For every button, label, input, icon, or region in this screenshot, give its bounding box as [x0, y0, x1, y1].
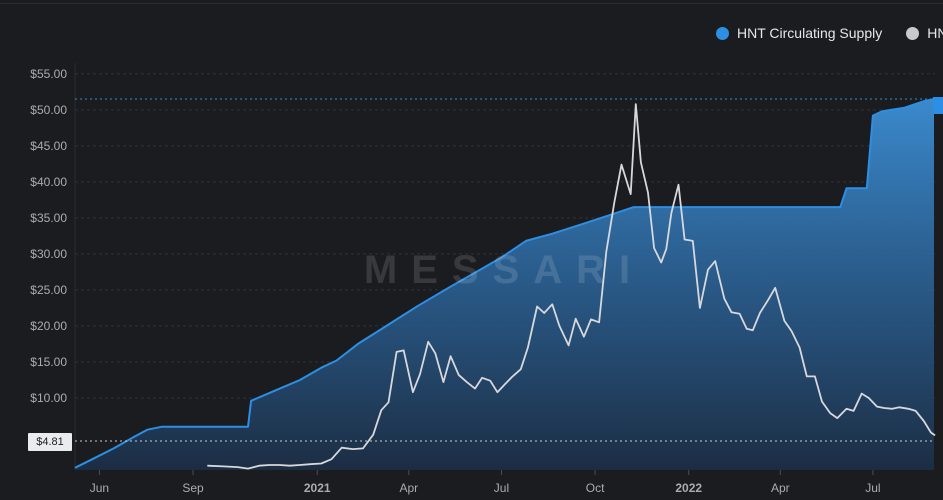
y-tick-label: $55.00 — [30, 67, 67, 81]
x-tick-label: 2022 — [675, 481, 702, 495]
legend-item-supply[interactable]: HNT Circulating Supply — [716, 25, 882, 41]
x-tick-label: Apr — [399, 481, 418, 495]
x-axis: Jun Sep 2021 Apr Jul Oct 2022 Apr Jul — [90, 470, 881, 495]
legend-dot-blue-icon — [716, 26, 729, 40]
current-price-label: $4.81 — [28, 433, 72, 451]
y-tick-label: $20.00 — [30, 319, 67, 333]
y-tick-label: $25.00 — [30, 283, 67, 297]
y-tick-label: $40.00 — [30, 175, 67, 189]
x-tick-label: 2021 — [304, 481, 331, 495]
x-tick-label: Oct — [586, 481, 605, 495]
legend-label-price: HN — [927, 25, 943, 41]
y-tick-label: $30.00 — [30, 247, 67, 261]
legend-item-price[interactable]: HN — [906, 25, 943, 41]
y-tick-label: $45.00 — [30, 139, 67, 153]
legend-dot-gray-icon — [906, 26, 920, 40]
x-tick-label: Apr — [771, 481, 790, 495]
y-axis: $55.00 $50.00 $45.00 $40.00 $35.00 $30.00 $25.… — [30, 67, 67, 405]
legend-label-supply: HNT Circulating Supply — [737, 25, 883, 41]
y-tick-label: $35.00 — [30, 211, 67, 225]
x-tick-label: Jul — [865, 481, 880, 495]
y-tick-label: $10.00 — [30, 391, 67, 405]
y-tick-label: $50.00 — [30, 103, 67, 117]
price-line — [207, 103, 936, 470]
top-divider — [0, 3, 943, 4]
series-layer — [74, 98, 936, 470]
legend: HNT Circulating Supply HN — [716, 22, 943, 44]
current-supply-marker — [933, 97, 943, 114]
x-tick-label: Sep — [182, 481, 204, 495]
x-tick-label: Jul — [494, 481, 509, 495]
y-tick-label: $15.00 — [30, 355, 67, 369]
supply-area — [75, 99, 934, 470]
supply-line — [74, 98, 935, 469]
watermark: MESSARI — [364, 248, 644, 292]
x-tick-label: Jun — [90, 481, 109, 495]
